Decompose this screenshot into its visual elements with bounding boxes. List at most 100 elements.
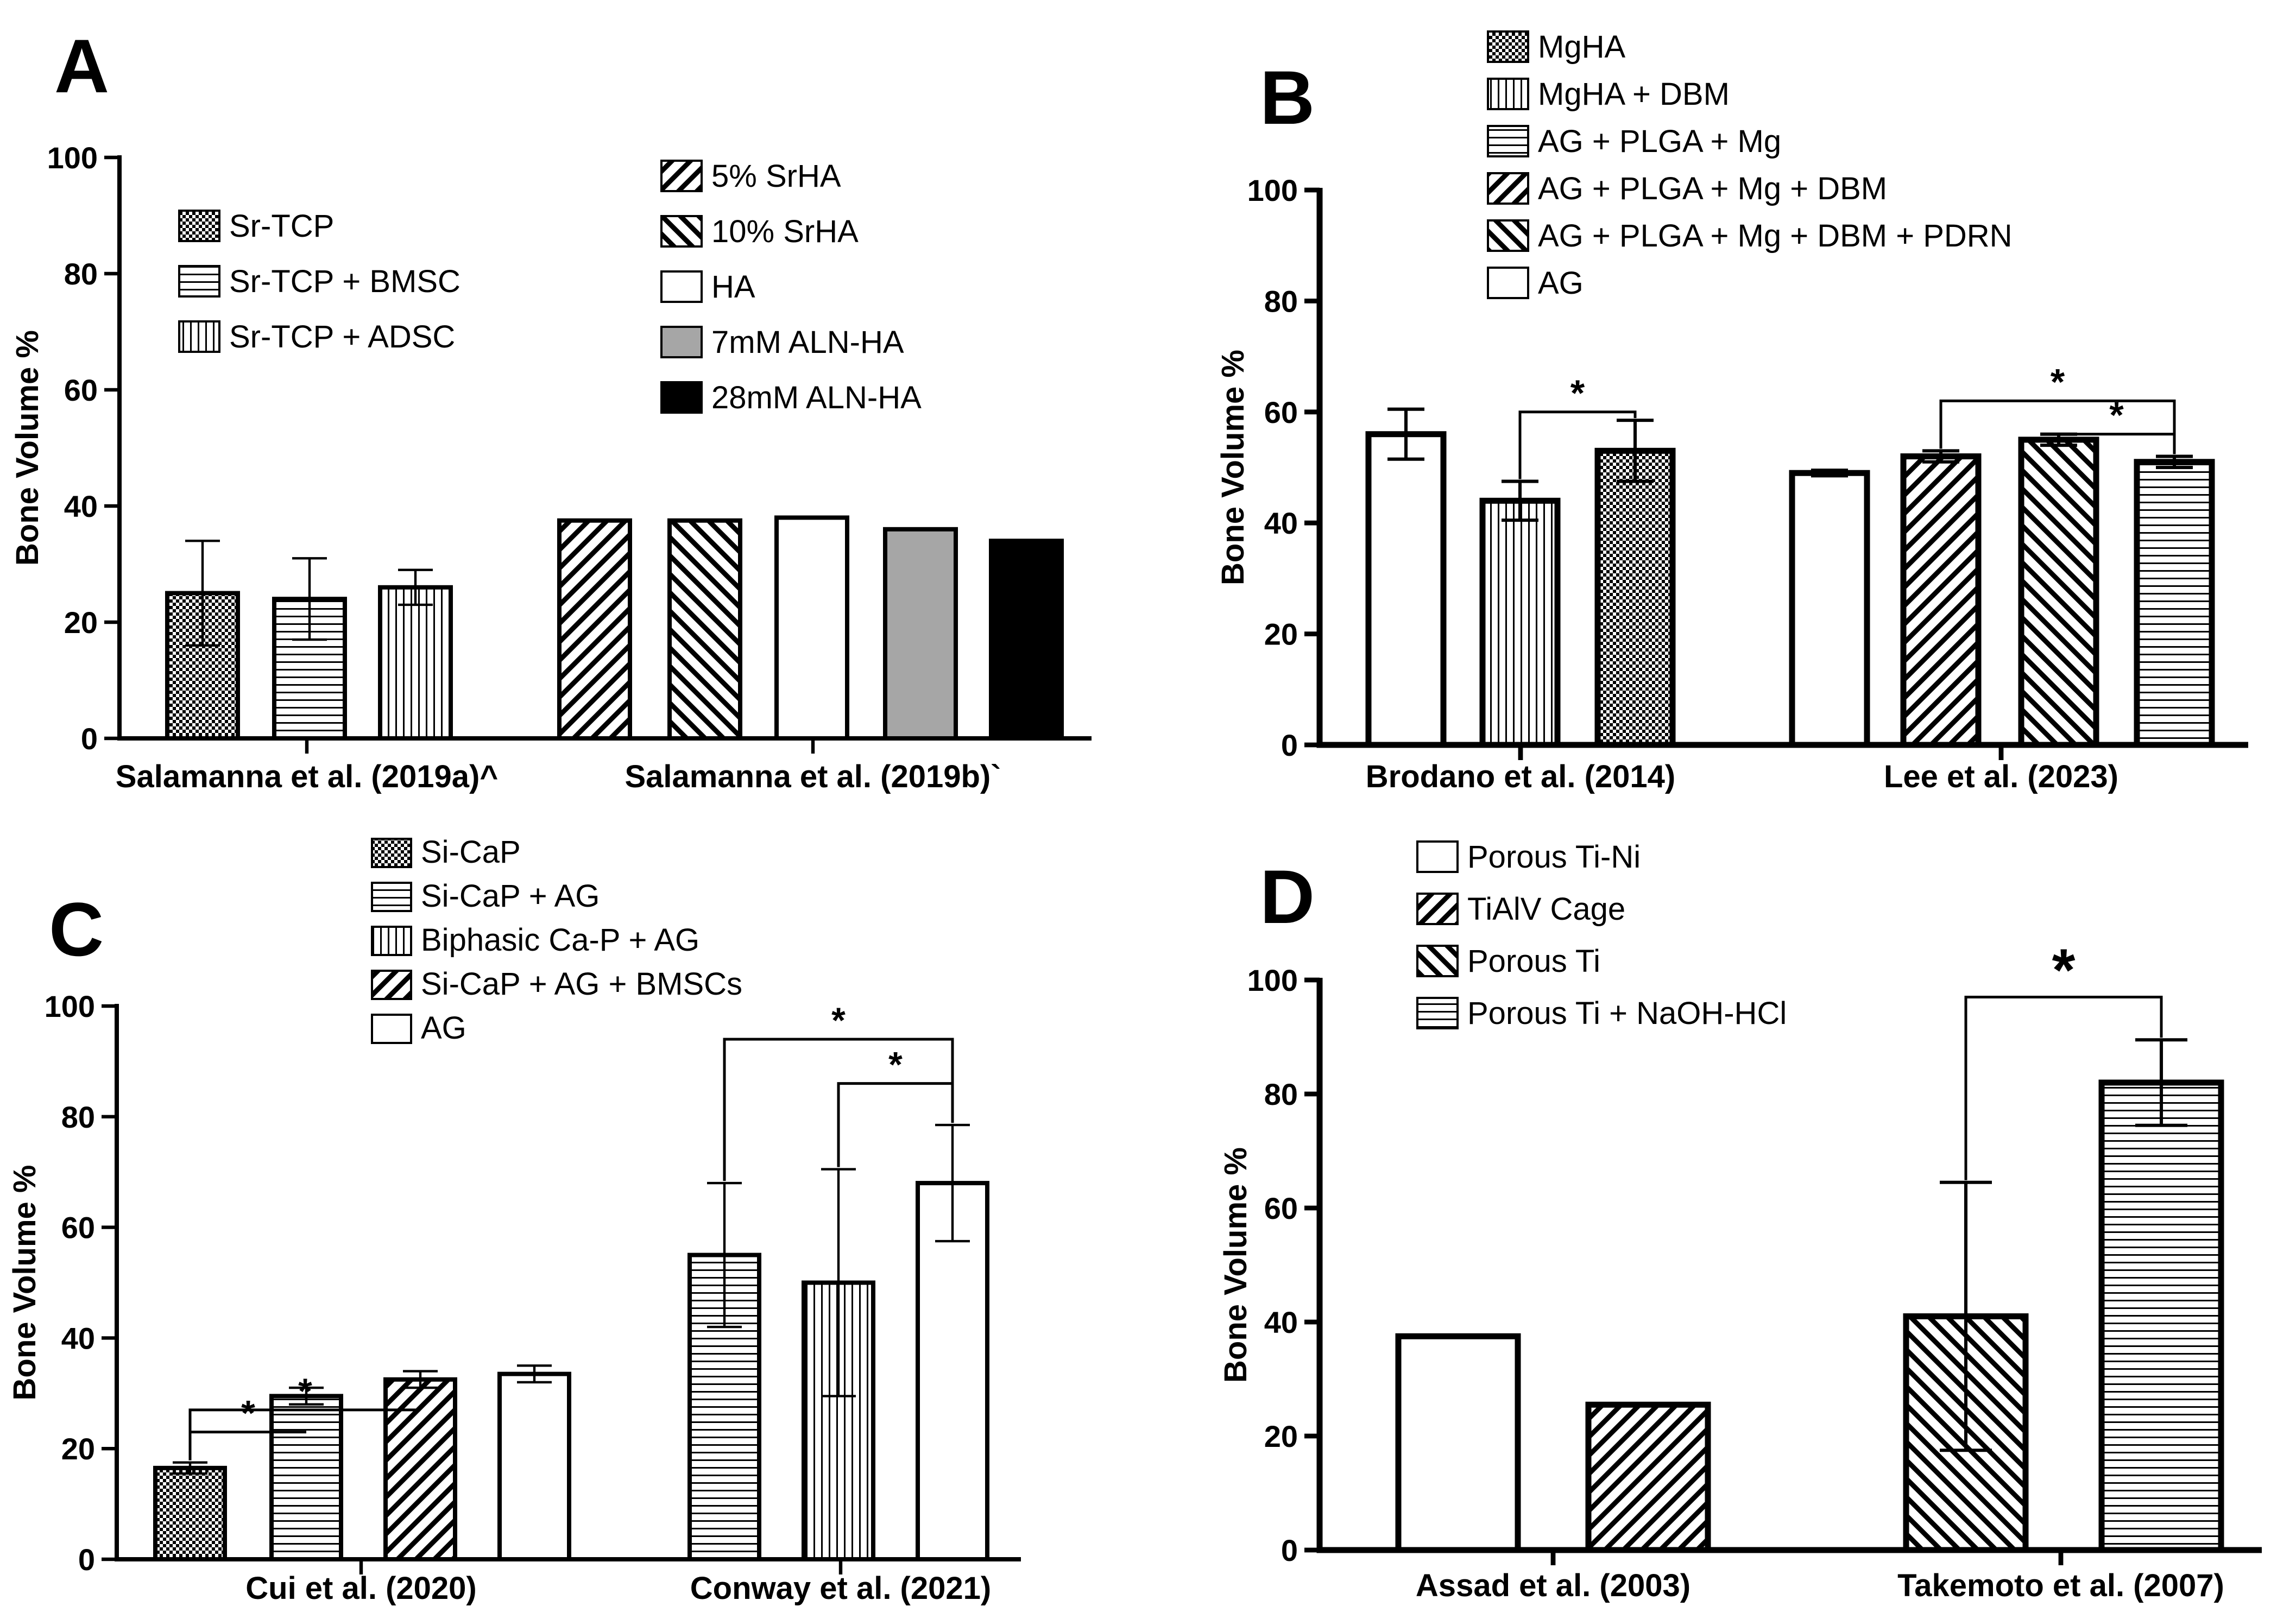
legend-label: AG + PLGA + Mg + DBM + PDRN bbox=[1538, 218, 2013, 254]
bar-si-cap bbox=[153, 1465, 227, 1561]
legend-swatch bbox=[371, 970, 412, 1000]
legend-label: HA bbox=[711, 269, 755, 305]
panel-d-plot: Bone Volume % 0 20 40 60 80 100 Assad et al. (2… bbox=[1218, 937, 2262, 1603]
group-label: Salamanna et al. (2019a)^ bbox=[116, 759, 498, 794]
bar-ag-plga-mg-dbm bbox=[1900, 453, 1982, 748]
legend-swatch bbox=[371, 1014, 412, 1044]
group-label: Lee et al. (2023) bbox=[1884, 759, 2118, 794]
legend-label: Porous Ti bbox=[1467, 944, 1600, 979]
bar-5-srha bbox=[557, 518, 632, 741]
bar-ag bbox=[497, 1371, 571, 1561]
legend-swatch bbox=[1416, 945, 1459, 977]
y-axis-label: Bone Volume % bbox=[10, 330, 45, 566]
y-tick-label: 0 bbox=[1281, 1533, 1298, 1567]
panel-d-letter: D bbox=[1260, 854, 1315, 939]
bar-si-cap-ag bbox=[269, 1394, 343, 1562]
y-tick-label: 0 bbox=[81, 722, 98, 756]
y-tick-label: 20 bbox=[1264, 1419, 1298, 1453]
legend-label: 10% SrHA bbox=[711, 214, 859, 249]
legend-swatch bbox=[660, 270, 703, 303]
legend-label: Sr-TCP + ADSC bbox=[229, 319, 455, 355]
panel-c: C Bone Volume % 0 20 40 60 80 100 Cui et al. (2… bbox=[7, 834, 1021, 1606]
significance-bracket bbox=[723, 1038, 954, 1181]
legend-label: 28mM ALN-HA bbox=[711, 380, 922, 415]
y-tick-label: 100 bbox=[45, 989, 95, 1023]
significance-bracket bbox=[2059, 433, 2176, 454]
legend-swatch bbox=[1487, 172, 1529, 205]
significance-star: * bbox=[298, 1371, 312, 1411]
legend-swatch bbox=[371, 882, 412, 912]
panel-a: A Bone Volume % 0 20 40 60 80 100 Salamanna et … bbox=[10, 23, 1092, 794]
legend-label: Sr-TCP bbox=[229, 208, 334, 244]
y-tick-label: 0 bbox=[1281, 728, 1298, 762]
group-label: Takemoto et al. (2007) bbox=[1897, 1568, 2224, 1603]
y-tick-label: 20 bbox=[1264, 617, 1298, 652]
panel-b: B Bone Volume % 0 20 40 60 80 100 Brodano et al… bbox=[1215, 29, 2248, 794]
y-tick-label: 40 bbox=[1264, 1305, 1298, 1339]
y-tick-label: 80 bbox=[1264, 284, 1298, 318]
panel-c-legend: Si-CaP Si-CaP + AG Biphasic Ca-P + AG Si-Ca… bbox=[371, 834, 742, 1046]
y-axis-label: Bone Volume % bbox=[1218, 1147, 1253, 1383]
legend-label: TiAlV Cage bbox=[1467, 891, 1625, 927]
bar-mgha bbox=[1594, 447, 1676, 748]
panel-c-letter: C bbox=[49, 887, 104, 972]
y-tick-label: 40 bbox=[1264, 506, 1298, 540]
legend-swatch bbox=[1487, 267, 1529, 299]
y-tick-label: 60 bbox=[64, 373, 98, 407]
legend-swatch bbox=[178, 265, 220, 298]
bar-ag bbox=[1365, 431, 1447, 748]
legend-label: Biphasic Ca-P + AG bbox=[421, 922, 699, 958]
significance-star: * bbox=[241, 1393, 255, 1433]
bar-sr-tcp-adsc bbox=[378, 585, 453, 741]
significance-star: * bbox=[888, 1045, 903, 1085]
legend-swatch bbox=[1487, 125, 1529, 157]
bar-28mm-aln-ha bbox=[989, 539, 1064, 741]
significance-star: * bbox=[1570, 372, 1585, 414]
bar-porous-ti-naoh-hcl bbox=[2098, 1079, 2224, 1553]
legend-label: 5% SrHA bbox=[711, 159, 841, 194]
legend-swatch bbox=[660, 326, 703, 358]
bar-mgha-dbm bbox=[1479, 497, 1561, 748]
panel-b-legend: MgHA MgHA + DBM AG + PLGA + Mg AG + PLGA + … bbox=[1487, 29, 2013, 301]
legend-swatch bbox=[1416, 893, 1459, 925]
significance-bracket bbox=[1939, 399, 2176, 454]
y-tick-label: 100 bbox=[1247, 963, 1298, 997]
legend-swatch bbox=[1416, 840, 1459, 873]
y-tick-label: 100 bbox=[1247, 173, 1298, 207]
y-tick-label: 40 bbox=[64, 489, 98, 523]
legend-swatch bbox=[1487, 30, 1529, 63]
legend-label: AG bbox=[1538, 265, 1584, 301]
y-axis-label: Bone Volume % bbox=[1215, 350, 1251, 585]
bar-ag-plga-mg-dbm-pdrn bbox=[2018, 437, 2099, 748]
legend-swatch bbox=[660, 215, 703, 248]
y-tick-label: 0 bbox=[78, 1542, 95, 1577]
legend-label: Porous Ti + NaOH-HCl bbox=[1467, 996, 1787, 1031]
panel-a-legend: Sr-TCP Sr-TCP + BMSC Sr-TCP + ADSC 5% SrHA 1… bbox=[178, 159, 922, 415]
y-tick-label: 100 bbox=[47, 141, 98, 175]
panel-c-plot: Bone Volume % 0 20 40 60 80 100 Cui et al. (202… bbox=[7, 989, 1021, 1606]
significance-star: * bbox=[831, 1000, 846, 1040]
significance-bracket bbox=[1964, 996, 2163, 1180]
group-label: Salamanna et al. (2019b)` bbox=[625, 759, 1001, 794]
legend-swatch bbox=[1487, 78, 1529, 110]
legend-label: Sr-TCP + BMSC bbox=[229, 264, 461, 299]
legend-label: Si-CaP + AG bbox=[421, 878, 600, 914]
significance-star: * bbox=[2109, 395, 2124, 436]
panel-d-legend: Porous Ti-Ni TiAlV Cage Porous Ti Porous Ti… bbox=[1416, 839, 1787, 1031]
legend-swatch bbox=[371, 926, 412, 956]
significance-bracket bbox=[1518, 410, 1637, 479]
y-tick-label: 80 bbox=[1264, 1077, 1298, 1111]
panel-a-letter: A bbox=[54, 23, 109, 109]
panel-b-letter: B bbox=[1260, 55, 1315, 140]
group-label: Cui et al. (2020) bbox=[245, 1571, 476, 1606]
bar-ag bbox=[1789, 470, 1870, 748]
legend-swatch bbox=[371, 838, 412, 868]
legend-label: MgHA bbox=[1538, 29, 1625, 65]
significance-star: * bbox=[2052, 937, 2076, 1004]
bar-ag-plga-mg bbox=[2134, 459, 2215, 748]
legend-label: 7mM ALN-HA bbox=[711, 325, 904, 360]
bar-porous-ti-ni bbox=[1395, 1333, 1521, 1553]
panel-d: D Bone Volume % 0 20 40 60 80 100 Assad et al. … bbox=[1218, 839, 2262, 1603]
y-tick-label: 20 bbox=[61, 1432, 95, 1466]
legend-label: MgHA + DBM bbox=[1538, 77, 1730, 112]
